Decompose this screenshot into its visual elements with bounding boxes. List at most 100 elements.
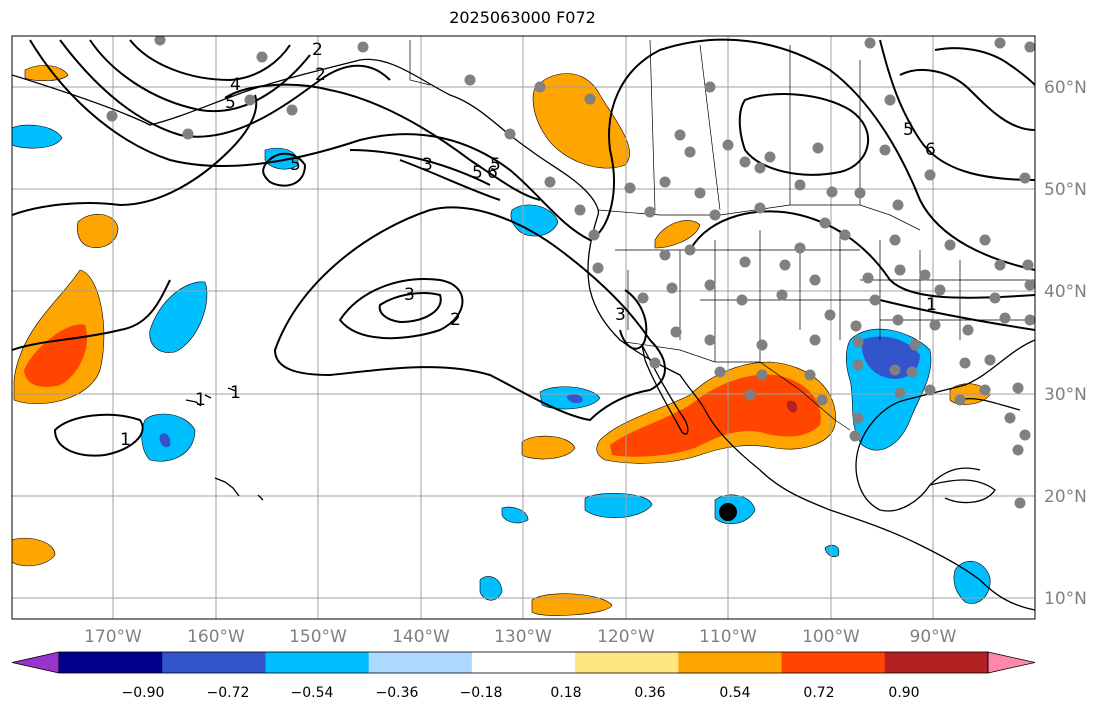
contour-label: 1 — [195, 390, 206, 410]
station-marker — [1024, 279, 1035, 291]
station-marker — [592, 262, 604, 274]
station-marker — [884, 94, 896, 106]
station-marker — [154, 36, 166, 46]
station-marker — [244, 94, 256, 106]
anomaly-negative — [479, 576, 503, 601]
station-marker — [1014, 497, 1026, 509]
lat-label: 50°N — [1044, 180, 1087, 200]
station-marker — [739, 256, 751, 268]
station-marker — [674, 129, 686, 141]
coast-islands — [185, 387, 264, 501]
station-marker — [644, 206, 656, 218]
station-marker — [794, 242, 806, 254]
station-marker — [756, 339, 768, 351]
anomaly-negative — [953, 560, 991, 604]
station-marker — [994, 259, 1006, 271]
contour-line — [89, 39, 311, 113]
contour-line — [879, 299, 1035, 331]
station-marker — [649, 357, 661, 369]
colorbar-segment — [59, 652, 163, 673]
colorbar-extend-low — [11, 651, 60, 674]
coast-yucatan — [929, 479, 996, 504]
contours — [12, 38, 1035, 457]
lat-label: 40°N — [1044, 282, 1087, 302]
station-marker — [929, 319, 941, 331]
contour-line — [224, 83, 541, 201]
station-marker — [809, 334, 821, 346]
station-marker — [182, 128, 194, 140]
station-marker — [994, 37, 1006, 49]
anomaly-negative — [824, 544, 840, 557]
colorbar-label: 0.90 — [888, 685, 919, 701]
contour-line — [12, 94, 258, 216]
lon-label: 120°W — [597, 627, 655, 647]
border-provinces — [649, 39, 861, 211]
station-marker — [794, 179, 806, 191]
station-marker — [984, 354, 996, 366]
contour-label: 1 — [230, 383, 241, 403]
anomaly-positive — [654, 220, 701, 249]
station-marker — [989, 292, 1001, 304]
station-marker — [999, 312, 1011, 324]
lon-label: 130°W — [494, 627, 552, 647]
station-marker — [892, 314, 904, 326]
colorbar-label: −0.36 — [376, 685, 419, 701]
station-marker — [534, 81, 546, 93]
lat-label: 30°N — [1044, 385, 1087, 405]
station-marker — [852, 336, 864, 348]
map-frame — [11, 35, 1036, 620]
station-marker — [704, 334, 716, 346]
station-marker — [816, 394, 828, 406]
station-marker — [1022, 259, 1034, 271]
contour-line — [378, 292, 442, 324]
latitude-labels: 60°N 50°N 40°N 30°N 20°N 10°N — [1044, 78, 1087, 609]
contour-line — [29, 38, 1035, 271]
station-marker — [894, 387, 906, 399]
contour-line — [879, 39, 1035, 181]
station-marker — [754, 202, 766, 214]
contour-line — [273, 206, 666, 422]
contour-line — [129, 39, 291, 82]
anomaly-positive — [521, 435, 576, 460]
station-marker — [824, 309, 836, 321]
contour-label: 5 — [472, 163, 483, 183]
station-marker — [924, 384, 936, 396]
station-marker — [854, 187, 866, 199]
station-marker — [739, 156, 751, 168]
political-borders — [409, 39, 1035, 431]
contour-label: 5 — [225, 93, 236, 113]
anomaly-negative — [501, 506, 529, 524]
station-marker — [1004, 412, 1016, 424]
station-marker — [357, 41, 369, 53]
station-marker — [666, 282, 678, 294]
station-marker — [286, 104, 298, 116]
anomaly-negative — [584, 493, 653, 519]
station-marker — [588, 229, 600, 241]
colorbar-label: −0.54 — [291, 685, 334, 701]
station-marker — [1019, 172, 1031, 184]
lon-label: 110°W — [699, 627, 757, 647]
anomaly-strong — [610, 374, 821, 457]
tropical-cyclone-marker — [719, 503, 737, 521]
contour-label: 6 — [925, 140, 936, 160]
station-marker — [864, 37, 876, 49]
anomaly-very-strong — [786, 400, 798, 413]
longitude-labels: 170°W 160°W 150°W 140°W 130°W 120°W 110°… — [84, 627, 957, 647]
colorbar-label: −0.90 — [122, 685, 165, 701]
contour-line — [59, 39, 391, 138]
station-marker — [906, 366, 918, 378]
contour-label: 5 — [490, 155, 501, 175]
contour-line — [262, 152, 307, 187]
contour-line — [12, 279, 171, 351]
station-marker — [694, 187, 706, 199]
station-marker — [670, 326, 682, 338]
contour-label: 1 — [120, 430, 131, 450]
station-marker — [1012, 382, 1024, 394]
station-marker — [849, 430, 861, 442]
station-marker — [919, 269, 931, 281]
station-marker — [106, 110, 118, 122]
station-marker — [256, 51, 268, 63]
station-marker — [779, 259, 791, 271]
anomaly-positive — [531, 593, 613, 616]
station-marker — [659, 249, 671, 261]
